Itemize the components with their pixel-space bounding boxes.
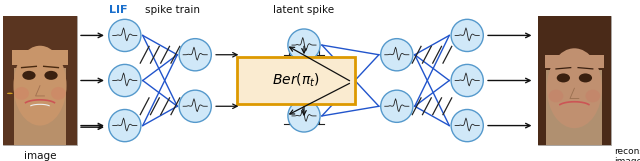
- Ellipse shape: [179, 39, 211, 71]
- Bar: [602, 70, 611, 145]
- Bar: [538, 70, 547, 145]
- Ellipse shape: [288, 100, 320, 132]
- Ellipse shape: [288, 29, 320, 61]
- Text: image: image: [24, 151, 56, 161]
- Ellipse shape: [14, 87, 29, 100]
- Ellipse shape: [451, 19, 483, 52]
- Ellipse shape: [586, 90, 600, 102]
- Ellipse shape: [51, 87, 66, 100]
- Ellipse shape: [547, 48, 602, 128]
- Bar: [3, 16, 77, 145]
- Text: reconstructed
image: reconstructed image: [614, 147, 640, 161]
- Ellipse shape: [22, 71, 36, 80]
- Ellipse shape: [381, 90, 413, 122]
- Ellipse shape: [451, 109, 483, 142]
- Ellipse shape: [451, 64, 483, 97]
- Bar: [545, 55, 604, 68]
- Bar: [3, 16, 77, 68]
- Ellipse shape: [109, 19, 141, 52]
- Text: spike train: spike train: [145, 5, 200, 15]
- Ellipse shape: [109, 64, 141, 97]
- Ellipse shape: [44, 71, 58, 80]
- Ellipse shape: [557, 73, 570, 82]
- Bar: [3, 68, 14, 145]
- Ellipse shape: [548, 90, 563, 102]
- Text: $\it{Ber}(\pi_t)$: $\it{Ber}(\pi_t)$: [272, 72, 320, 89]
- Circle shape: [7, 93, 13, 94]
- Bar: [66, 68, 77, 145]
- Text: LIF: LIF: [109, 5, 127, 15]
- Ellipse shape: [13, 46, 67, 126]
- Ellipse shape: [109, 109, 141, 142]
- Bar: [538, 16, 611, 70]
- FancyBboxPatch shape: [237, 57, 355, 104]
- Ellipse shape: [179, 90, 211, 122]
- Bar: [12, 50, 68, 65]
- Ellipse shape: [579, 73, 592, 82]
- Ellipse shape: [381, 39, 413, 71]
- Text: latent spike: latent spike: [273, 5, 335, 15]
- Bar: [538, 16, 611, 145]
